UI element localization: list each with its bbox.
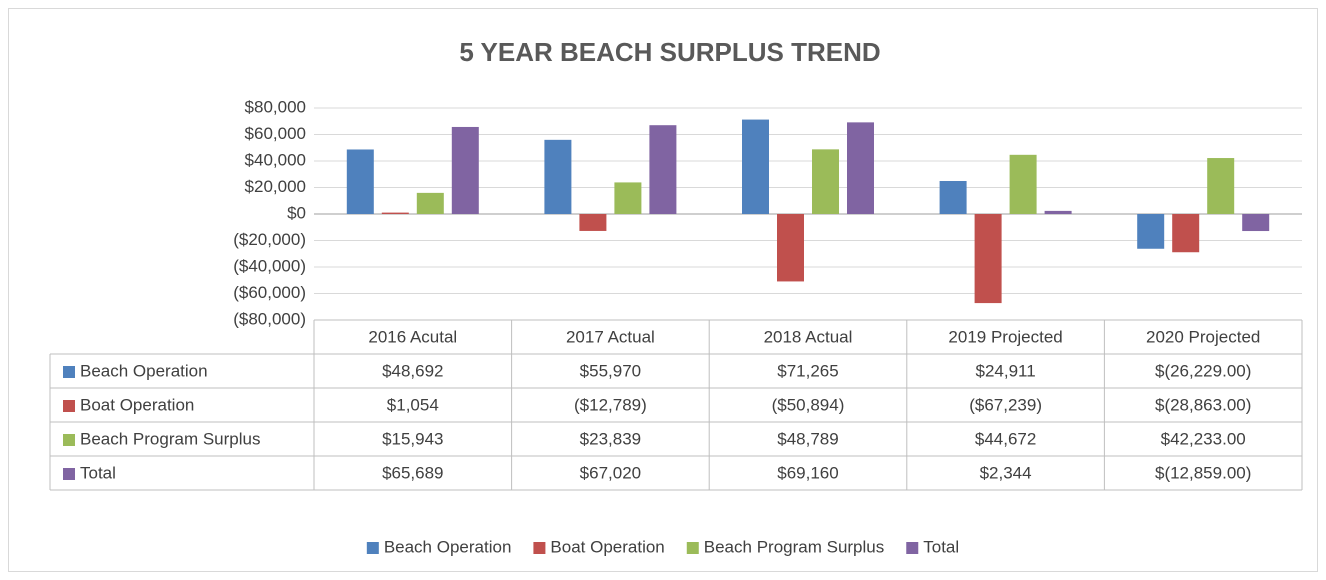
row-label: Beach Operation	[80, 361, 208, 380]
table-value: ($67,239)	[969, 395, 1042, 414]
bar	[346, 149, 374, 214]
y-tick-label: ($80,000)	[233, 309, 306, 328]
table-value: $55,970	[580, 361, 641, 380]
y-tick-label: ($60,000)	[233, 283, 306, 302]
row-label: Total	[80, 463, 116, 482]
y-tick-label: $80,000	[245, 97, 306, 116]
legend-key	[63, 468, 75, 480]
x-tick-label: 2016 Acutal	[368, 327, 457, 346]
y-tick-label: ($40,000)	[233, 256, 306, 275]
table-value: $48,789	[777, 429, 838, 448]
row-label: Boat Operation	[80, 395, 194, 414]
table-value: $65,689	[382, 463, 443, 482]
bar	[1172, 214, 1200, 253]
table-value: $42,233.00	[1161, 429, 1246, 448]
y-tick-label: $40,000	[245, 150, 306, 169]
table-value: $48,692	[382, 361, 443, 380]
table-value: $1,054	[387, 395, 439, 414]
y-tick-label: ($20,000)	[233, 230, 306, 249]
bar	[614, 182, 642, 214]
bar	[451, 126, 479, 214]
table-value: $44,672	[975, 429, 1036, 448]
table-value: $24,911	[975, 361, 1035, 380]
bar	[416, 192, 444, 214]
table-value: $69,160	[777, 463, 838, 482]
bar	[579, 214, 607, 231]
x-tick-label: 2017 Actual	[566, 327, 655, 346]
legend-label: Total	[923, 537, 959, 556]
legend-key	[366, 542, 379, 554]
y-tick-label: $0	[287, 203, 306, 222]
chart-title: 5 YEAR BEACH SURPLUS TREND	[459, 37, 880, 67]
table-value: $2,344	[980, 463, 1032, 482]
table-value: $(28,863.00)	[1155, 395, 1251, 414]
legend-key	[906, 542, 919, 554]
bar	[939, 180, 967, 214]
bar	[1009, 154, 1037, 214]
legend-key	[63, 434, 75, 446]
x-tick-label: 2018 Actual	[764, 327, 853, 346]
legend-key	[63, 400, 75, 412]
table-value: $(12,859.00)	[1155, 463, 1251, 482]
bar	[1207, 158, 1235, 214]
y-tick-label: $20,000	[245, 177, 306, 196]
table-value: $(26,229.00)	[1155, 361, 1251, 380]
legend-label: Beach Program Surplus	[704, 537, 884, 556]
table-value: $71,265	[777, 361, 838, 380]
bar	[649, 125, 677, 214]
bar	[974, 214, 1002, 304]
bar	[381, 212, 409, 214]
table-value: $23,839	[580, 429, 641, 448]
chart-border	[8, 8, 1318, 572]
bar	[742, 119, 769, 214]
x-tick-label: 2019 Projected	[948, 327, 1062, 346]
bar	[544, 139, 572, 214]
legend-label: Boat Operation	[550, 537, 664, 556]
table-value: $15,943	[382, 429, 443, 448]
table-value: $67,020	[580, 463, 641, 482]
bar	[1044, 210, 1072, 214]
legend-label: Beach Operation	[384, 537, 512, 556]
bar	[847, 122, 874, 214]
bar	[1242, 214, 1270, 232]
legend-key	[63, 366, 75, 378]
legend-key	[686, 542, 699, 554]
y-tick-label: $60,000	[245, 124, 306, 143]
row-label: Beach Program Surplus	[80, 429, 260, 448]
bar	[777, 214, 804, 282]
x-tick-label: 2020 Projected	[1146, 327, 1260, 346]
bar	[1137, 214, 1165, 249]
bar	[812, 149, 839, 214]
table-value: ($12,789)	[574, 395, 647, 414]
table-value: ($50,894)	[772, 395, 845, 414]
legend-key	[533, 542, 546, 554]
